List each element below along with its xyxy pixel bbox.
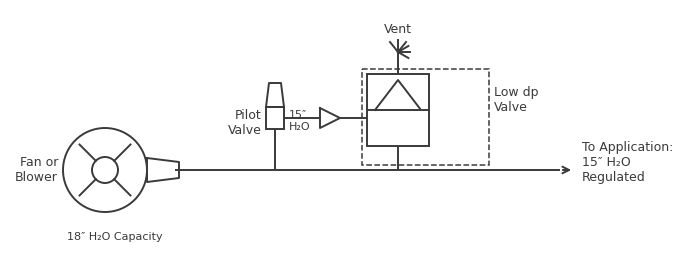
Bar xyxy=(362,69,489,165)
Bar xyxy=(367,74,429,146)
Polygon shape xyxy=(375,80,421,110)
Polygon shape xyxy=(266,83,284,107)
Polygon shape xyxy=(147,158,179,182)
Text: Pilot
Valve: Pilot Valve xyxy=(228,109,262,137)
Text: Fan or
Blower: Fan or Blower xyxy=(15,156,58,184)
Text: 18″ H₂O Capacity: 18″ H₂O Capacity xyxy=(67,232,162,242)
Polygon shape xyxy=(320,108,340,128)
Bar xyxy=(266,107,284,129)
Text: Vent: Vent xyxy=(384,23,412,36)
Text: 15″
H₂O: 15″ H₂O xyxy=(289,110,311,132)
Text: To Application:
15″ H₂O
Regulated: To Application: 15″ H₂O Regulated xyxy=(582,141,674,183)
Text: Low dp
Valve: Low dp Valve xyxy=(494,86,538,114)
